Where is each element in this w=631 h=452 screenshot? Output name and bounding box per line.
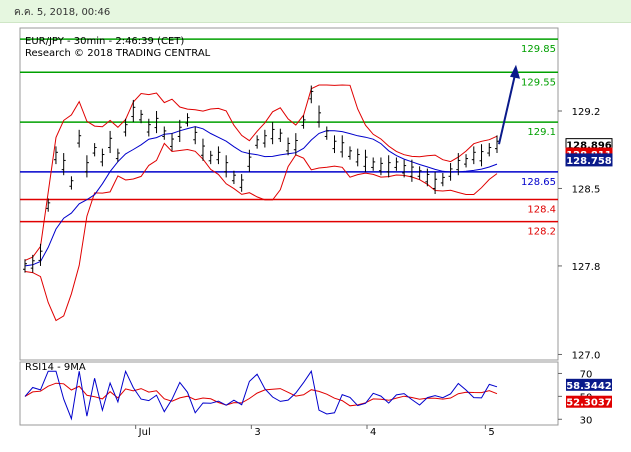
forecast-arrow-line (498, 74, 516, 145)
timestamp-bar: ค.ค. 5, 2018, 00:46 (0, 0, 631, 23)
rsi-tick-label: 70 (580, 369, 593, 380)
bollinger-lower (24, 142, 498, 322)
rsi-panel-border (19, 361, 559, 426)
rsi-value-tag-bg (566, 378, 612, 391)
y-tick-label: 127.8 (572, 262, 601, 273)
rsi-tick-label: 30 (580, 415, 593, 426)
level-label-129.85: 129.85 (521, 44, 556, 55)
level-label-129.55: 129.55 (521, 77, 556, 88)
rsi-value-tag-bg (566, 395, 612, 408)
x-tick-label: 5 (488, 427, 494, 438)
level-label-128.2: 128.2 (527, 227, 556, 238)
level-label-128.4: 128.4 (527, 205, 556, 216)
forecast-arrow-head (510, 64, 520, 79)
y-tick-label: 129.2 (572, 107, 601, 118)
moving-average (24, 126, 498, 267)
level-label-129.1: 129.1 (527, 127, 556, 138)
price-tag-label: 128.758 (566, 156, 612, 167)
y-tick-label: 127.0 (572, 350, 601, 361)
price-panel-border (19, 27, 559, 361)
x-tick-label: Jul (138, 427, 151, 438)
timestamp-text: ค.ค. 5, 2018, 00:46 (14, 7, 111, 18)
rsi-value-tag-label: 58.3442 (566, 381, 612, 392)
x-tick-label: 4 (370, 427, 376, 438)
rsi-value-tag-label: 52.3037 (566, 398, 612, 409)
rsi-title: RSI14 - 9MA (25, 362, 86, 373)
price-tag-bg (565, 153, 613, 167)
price-tag-label: 128.896 (566, 141, 612, 152)
level-label-128.65: 128.65 (521, 177, 556, 188)
chart-subtitle: Research © 2018 TRADING CENTRAL (25, 48, 211, 59)
x-tick-label: 3 (254, 427, 260, 438)
y-tick-label: 128.5 (572, 184, 601, 195)
rsi-line (24, 369, 498, 421)
price-plot: 127.0 127.8 128.5 129.2 129.85 129.55 129.1 128… (19, 27, 613, 361)
rsi-ma-line (24, 382, 498, 407)
bollinger-upper (24, 84, 498, 261)
chart-title: EUR/JPY - 30min - 2:46:39 (CET) (25, 36, 184, 47)
